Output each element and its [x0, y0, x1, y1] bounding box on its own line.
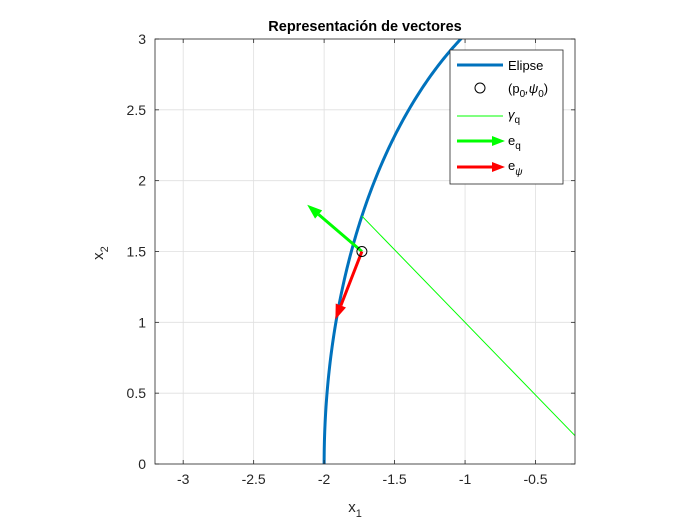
e-psi-arrow-shaft [339, 250, 364, 307]
e-psi-arrow-head [335, 303, 346, 320]
y-axis-label: x2 [90, 246, 111, 260]
point-marker [356, 246, 368, 257]
x-axis-label-sub: 1 [356, 508, 362, 520]
legend-label-e-psi-sub: ψ [515, 167, 523, 178]
legend-label-gamma-q-base: γ [508, 107, 516, 122]
legend-label-gamma-q: γq [508, 107, 520, 126]
y-tick-label: 1 [138, 314, 146, 330]
legend-label-e-psi: eψ [508, 158, 523, 178]
y-tick-label: 3 [138, 31, 146, 47]
legend-label-e-q: eq [508, 133, 521, 152]
x-axis-label-base: x [348, 499, 356, 516]
legend-arrowhead-e-psi [492, 162, 505, 172]
legend-box [449, 49, 564, 185]
x-tick-label: -0.5 [523, 471, 547, 487]
legend-label-point-d: 0 [538, 89, 544, 100]
x-tick-label: -2.5 [242, 471, 266, 487]
y-axis-label-sub: 2 [99, 246, 111, 252]
legend-entry-gamma-q: γq [457, 107, 520, 126]
legend-label-e-q-base: e [508, 133, 515, 148]
legend-label-point-a: (p [508, 81, 520, 96]
y-tick-label: 2.5 [127, 102, 147, 118]
x-tick-label: -1 [459, 471, 472, 487]
x-axis-label: x1 [348, 499, 362, 520]
legend-label-point: (p0,ψ0) [508, 81, 548, 100]
legend-entry-e-q: eq [457, 133, 521, 152]
chart-title: Representación de vectores [268, 19, 461, 35]
legend-label-gamma-q-sub: q [515, 115, 521, 126]
y-tick-label: 0.5 [127, 385, 147, 401]
legend-label-e-psi-base: e [508, 158, 515, 173]
y-axis-label-base: x [90, 252, 107, 260]
legend-entry-elipse: Elipse [457, 58, 543, 73]
e-q-arrow-head [307, 204, 323, 219]
series-layer [307, 39, 575, 464]
x-tick-label: -1.5 [383, 471, 407, 487]
legend-swatch-point [474, 82, 486, 94]
ticks: -3 -2.5 -2 -1.5 -1 -0.5 0 0.5 1 1.5 2 2.5 3 [127, 31, 575, 487]
legend-entry-point: (p0,ψ0) [474, 81, 548, 100]
legend-label-e-q-sub: q [515, 141, 521, 152]
legend-arrowhead-e-q [492, 136, 505, 146]
legend-entry-e-psi: eψ [457, 158, 523, 178]
legend: Elipse (p0,ψ0) γq eq eψ [449, 49, 564, 185]
legend-label-point-b: 0 [520, 89, 526, 100]
y-tick-label: 2 [138, 173, 146, 189]
y-tick-label: 1.5 [127, 244, 147, 260]
x-tick-label: -3 [177, 471, 190, 487]
legend-label-elipse: Elipse [508, 58, 543, 73]
y-tick-label: 0 [138, 456, 146, 472]
e-q-arrow-shaft [317, 213, 363, 253]
elipse-curve [322, 39, 463, 464]
x-tick-label: -2 [318, 471, 331, 487]
legend-label-point-e: ) [544, 81, 548, 96]
gamma-q-line [361, 215, 575, 437]
legend-label-point-c: ,ψ [525, 81, 539, 96]
